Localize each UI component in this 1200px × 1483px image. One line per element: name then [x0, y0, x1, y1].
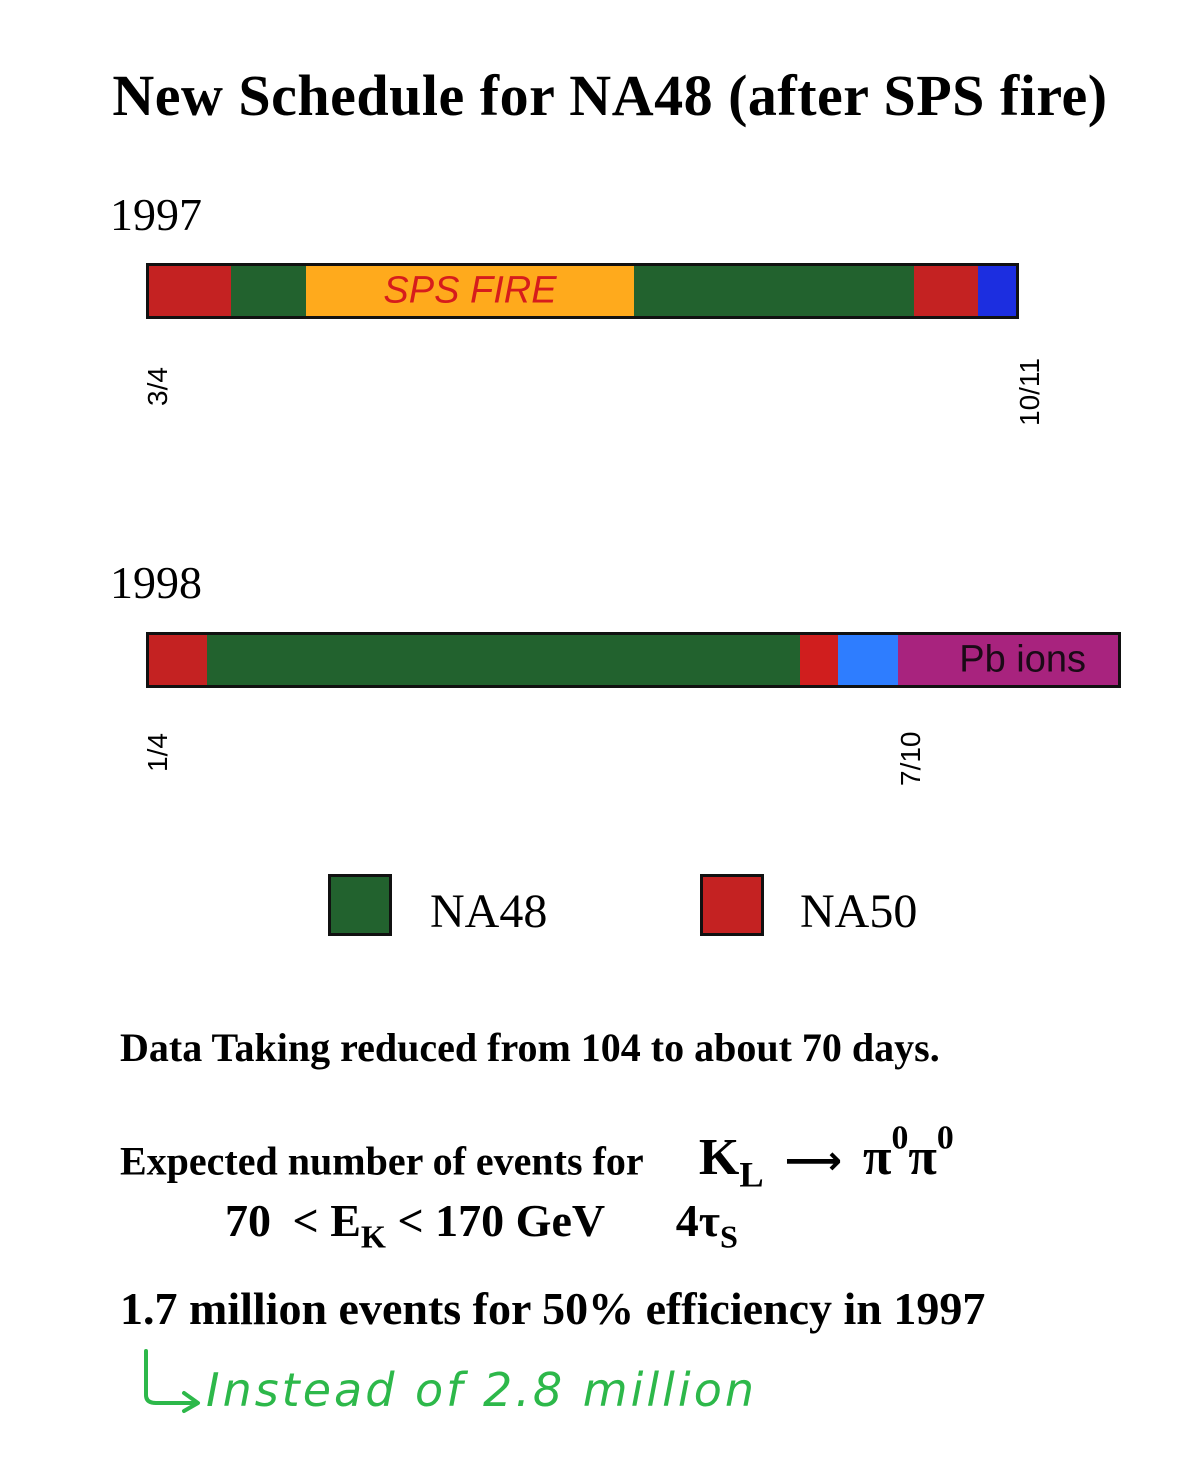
legend-label-na48: NA48 — [430, 885, 548, 938]
start-date-1998: 1/4 — [142, 733, 173, 772]
legend-swatch-na50 — [700, 874, 764, 936]
year-label-1997: 1997 — [110, 189, 202, 240]
segment-pb-ions: Pb ions — [898, 635, 1118, 685]
energy-range-line: 70 < EK < 170 GeV 4τS — [225, 1195, 738, 1255]
segment-na50 — [800, 635, 838, 685]
sps-fire-label: SPS FIRE — [383, 269, 557, 312]
decay-time: 4τS — [675, 1195, 738, 1255]
segment-na50 — [149, 635, 207, 685]
year-label-1998: 1998 — [110, 557, 202, 608]
handwritten-note-text: Instead of 2.8 million — [206, 1363, 757, 1417]
segment-na48 — [231, 266, 306, 316]
pb-ions-label: Pb ions — [959, 638, 1086, 681]
legend-label-na50: NA50 — [800, 885, 918, 938]
segment-na48 — [634, 266, 914, 316]
segment-na50 — [149, 266, 231, 316]
data-taking-line: Data Taking reduced from 104 to about 70… — [120, 1025, 940, 1070]
end-date-1997: 10/11 — [1014, 358, 1045, 426]
arrow-icon: ⟶ — [784, 1138, 842, 1185]
segment-na50 — [914, 266, 978, 316]
segment-other — [838, 635, 898, 685]
page-title: New Schedule for NA48 (after SPS fire) — [112, 63, 1108, 128]
handwritten-note: Instead of 2.8 million — [140, 1345, 940, 1445]
expected-events-text: Expected number of events for — [120, 1138, 643, 1184]
segment-sps-fire: SPS FIRE — [306, 266, 634, 316]
events-summary-line: 1.7 million events for 50% efficiency in… — [120, 1283, 986, 1334]
handwritten-arrow-icon — [144, 1349, 200, 1413]
decay-formula: KL ⟶ π0π0 — [698, 1120, 954, 1196]
expected-events-line: Expected number of events for KL ⟶ π0π0 — [120, 1120, 954, 1196]
timeline-bar-1998: Pb ions — [146, 632, 1121, 688]
legend-swatch-na48 — [328, 874, 392, 936]
segment-other — [978, 266, 1016, 316]
segment-na48 — [207, 635, 800, 685]
end-date-1998: 7/10 — [895, 731, 926, 787]
timeline-bar-1997: SPS FIRE — [146, 263, 1019, 319]
start-date-1997: 3/4 — [142, 367, 173, 406]
